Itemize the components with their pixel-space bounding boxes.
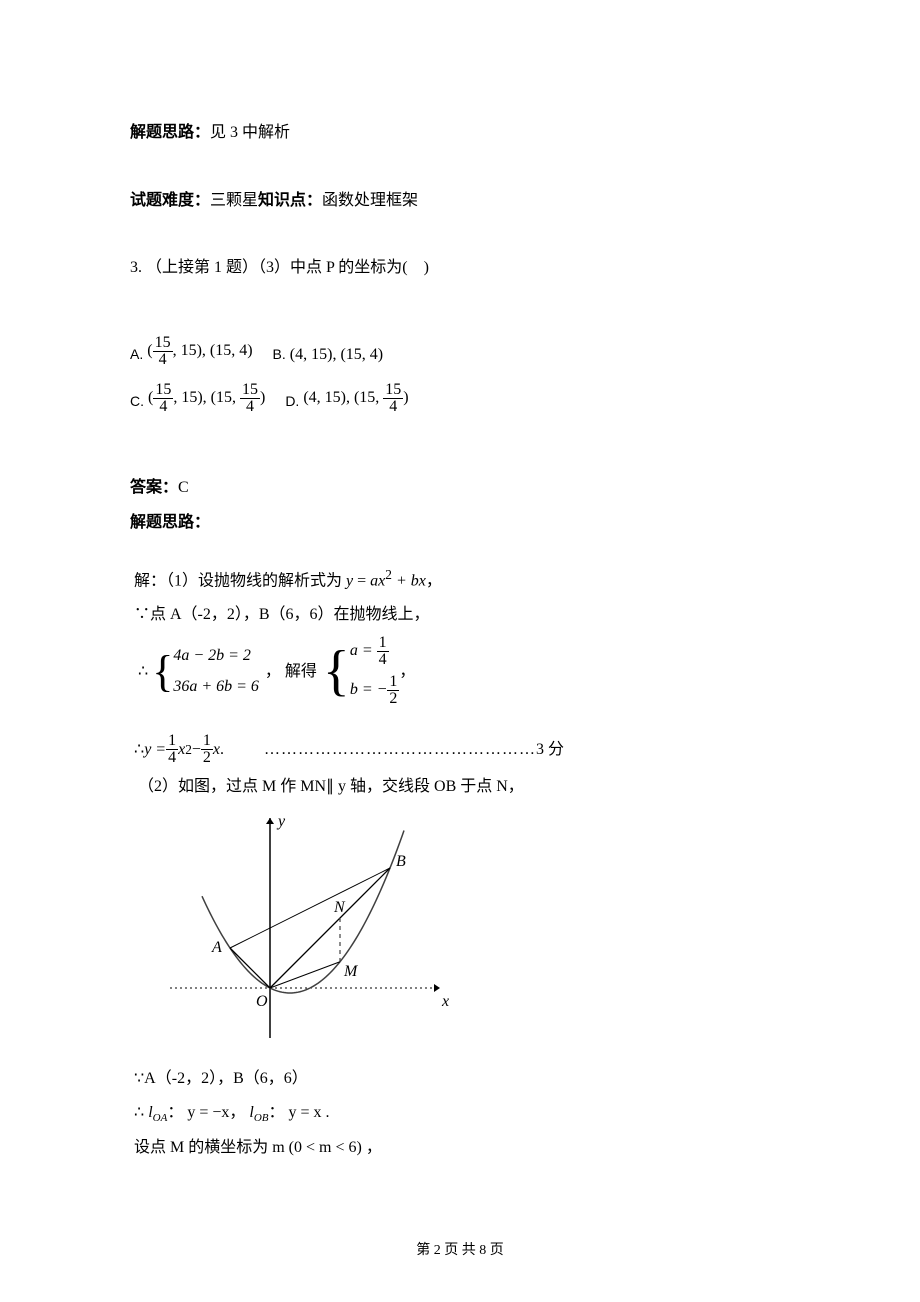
sol-line-2: ∵点 A（-2，2），B（6，6）在抛物线上， (130, 602, 790, 628)
sol-system-left: { 4a − 2b = 2 36a + 6b = 6 (152, 643, 259, 700)
svg-text:M: M (343, 963, 359, 980)
solution-label: 解题思路： (130, 510, 790, 536)
sol-system: ∴ { 4a − 2b = 2 36a + 6b = 6 ， 解得 { a = … (130, 635, 790, 707)
figure-svg: y x O A B N M (160, 808, 460, 1058)
figure: y x O A B N M (160, 808, 790, 1058)
sol-after-fig-2: ∴ lOA： y = −x， lOB： y = x . (130, 1100, 790, 1128)
choice-D: D. (4, 15), (15, 154) (285, 382, 408, 415)
answer-line: 答案：C (130, 475, 790, 501)
svg-text:y: y (276, 813, 286, 830)
knowledge-text: 函数处理框架 (322, 192, 418, 209)
choice-D-content: (4, 15), (15, 154) (303, 382, 408, 415)
choice-C-label: C. (130, 390, 144, 412)
answer-label: 答案： (130, 479, 178, 496)
choice-row-2: C. (154, 15), (15, 154) D. (4, 15), (15,… (130, 382, 790, 415)
svg-text:A: A (211, 939, 222, 956)
sol-y-eq: ∴ y = 14 x2 − 12 x . ………………………………………… 3 … (130, 733, 790, 766)
choice-B-content: (4, 15), (15, 4) (290, 342, 383, 368)
choice-A-label: A. (130, 343, 143, 365)
difficulty-label: 试题难度： (130, 192, 210, 209)
q3-number: 3. (130, 259, 142, 276)
choice-C: C. (154, 15), (15, 154) (130, 382, 265, 415)
page: 解题思路：见 3 中解析 试题难度：三颗星知识点：函数处理框架 3. （上接第 … (0, 0, 920, 1302)
difficulty-text: 三颗星 (210, 192, 258, 209)
difficulty-line: 试题难度：三颗星知识点：函数处理框架 (130, 188, 790, 214)
choice-A-content: (154, 15), (15, 4) (147, 335, 252, 368)
svg-text:O: O (256, 993, 268, 1010)
choice-D-label: D. (285, 390, 299, 412)
choice-A: A. (154, 15), (15, 4) (130, 335, 253, 368)
knowledge-label: 知识点： (258, 192, 322, 209)
q3-stem-a: （上接第 1 题）（3）中点 P 的坐标为( (146, 259, 408, 276)
choice-B: B. (4, 15), (15, 4) (273, 342, 384, 368)
sol-after-fig-1: ∵A（-2，2），B（6，6） (130, 1066, 790, 1092)
prev-solution-hint-label: 解题思路： (130, 124, 210, 141)
sol-system-right: { a = 14 b = −12 (323, 635, 399, 707)
page-footer: 第 2 页 共 8 页 (0, 1240, 920, 1262)
answer-value: C (178, 479, 189, 496)
svg-text:x: x (441, 993, 449, 1010)
choice-C-content: (154, 15), (15, 154) (148, 382, 265, 415)
sol-3pt-text: 3 分 (536, 737, 564, 763)
svg-text:N: N (333, 899, 346, 916)
choice-B-label: B. (273, 343, 286, 365)
sol-part2: （2）如图，过点 M 作 MN∥ y 轴，交线段 OB 于点 N， (130, 774, 790, 800)
choice-row-1: A. (154, 15), (15, 4) B. (4, 15), (15, 4… (130, 335, 790, 368)
svg-text:B: B (396, 853, 406, 870)
prev-solution-hint-text: 见 3 中解析 (210, 124, 290, 141)
sol-after-fig-3: 设点 M 的横坐标为 m (0 < m < 6) ， (130, 1135, 790, 1161)
q3-stem-b: ) (424, 259, 429, 276)
sol-line-1: 解：（1）设抛物线的解析式为 y = ax2 + bx， (130, 564, 790, 594)
q3-stem: 3. （上接第 1 题）（3）中点 P 的坐标为( ) (130, 255, 790, 281)
prev-solution-hint: 解题思路：见 3 中解析 (130, 120, 790, 146)
sol-3pt-dots: ………………………………………… (264, 737, 536, 763)
